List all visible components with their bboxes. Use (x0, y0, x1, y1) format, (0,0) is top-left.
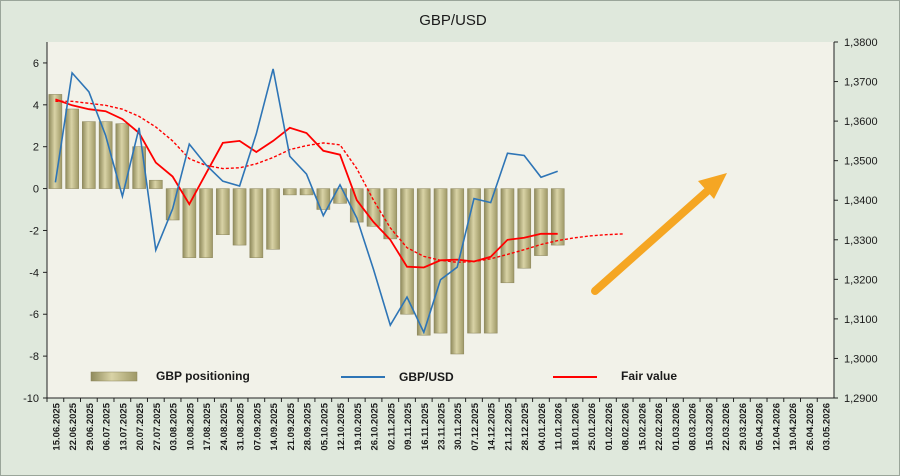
x-axis-date-label: 25.01.2026 (587, 403, 598, 451)
positioning-bar (483, 188, 498, 334)
x-axis-date-label: 19.10.2025 (353, 402, 364, 450)
positioning-bar (416, 188, 431, 336)
x-axis-date-label: 21.09.2025 (286, 402, 297, 450)
positioning-bar (48, 94, 63, 189)
x-axis-date-label: 15.06.2025 (51, 402, 62, 450)
x-axis-date-label: 28.09.2025 (303, 402, 314, 450)
legend-label-fair-value: Fair value (621, 369, 677, 383)
x-axis-date-label: 16.11.2025 (420, 402, 431, 450)
x-axis-date-label: 20.07.2025 (135, 402, 146, 450)
right-axis-tick-label: 1,3600 (844, 116, 878, 128)
x-axis-date-label: 03.05.2026 (822, 403, 833, 451)
positioning-bar (266, 188, 280, 250)
x-axis-date-label: 03.08.2025 (169, 402, 180, 450)
x-axis-date-label: 08.02.2026 (621, 403, 632, 451)
right-axis-tick-label: 1,3700 (844, 77, 878, 89)
x-axis-date-label: 14.09.2025 (269, 402, 280, 450)
x-axis-date-label: 17.08.2025 (202, 402, 213, 450)
x-axis-date-label: 29.06.2025 (85, 402, 96, 450)
x-axis-date-label: 22.02.2026 (654, 403, 665, 451)
right-axis-tick-label: 1,3200 (844, 274, 878, 286)
positioning-bar (383, 188, 398, 240)
x-axis-date-label: 30.11.2025 (453, 402, 464, 450)
x-axis-date-label: 05.04.2026 (755, 403, 766, 451)
x-axis-date-label: 23.11.2025 (437, 402, 448, 450)
left-axis-tick-label: 2 (33, 142, 39, 154)
chart-title: GBP/USD (419, 12, 487, 29)
left-axis-tick-label: -4 (29, 267, 39, 279)
x-axis-date-label: 07.09.2025 (252, 402, 263, 450)
x-axis-date-label: 18.01.2026 (571, 403, 582, 451)
left-axis-tick-label: 4 (33, 100, 39, 112)
right-axis-tick-label: 1,3800 (844, 37, 878, 49)
x-axis-date-label: 24.08.2025 (219, 402, 230, 450)
x-axis-date-label: 22.03.2026 (721, 403, 732, 451)
right-axis-tick-label: 1,3500 (844, 156, 878, 168)
left-axis-tick-label: -2 (29, 225, 39, 237)
x-axis-date-label: 12.04.2026 (771, 403, 782, 451)
x-axis-date-label: 10.08.2025 (185, 402, 196, 450)
x-axis-date-label: 06.07.2025 (102, 402, 113, 450)
right-axis-tick-label: 1,3100 (844, 314, 878, 326)
x-axis-date-label: 08.03.2026 (688, 403, 699, 451)
x-axis-date-label: 04.01.2026 (537, 403, 548, 451)
positioning-bar (299, 188, 314, 196)
left-axis-tick-label: 6 (33, 58, 39, 70)
x-axis-date-label: 22.06.2025 (68, 402, 79, 450)
left-axis-tick-label: -8 (29, 351, 39, 363)
positioning-bar (283, 188, 297, 196)
x-axis-date-label: 15.03.2026 (704, 403, 715, 451)
positioning-bar (149, 179, 163, 189)
right-axis-tick-label: 1,3000 (844, 353, 878, 365)
right-axis-tick-label: 1,3400 (844, 195, 878, 207)
left-axis-tick-label: 0 (33, 184, 39, 196)
positioning-bar (216, 188, 230, 235)
trend-arrow-head (698, 173, 727, 199)
x-axis-date-label: 01.03.2026 (671, 403, 682, 451)
positioning-bar (232, 188, 247, 246)
positioning-bar (400, 188, 414, 315)
x-axis-date-label: 29.03.2026 (738, 403, 749, 451)
x-axis-date-label: 05.10.2025 (319, 402, 330, 450)
positioning-bar (249, 188, 264, 258)
x-axis-date-label: 09.11.2025 (403, 402, 414, 450)
x-axis-date-label: 19.04.2026 (788, 403, 799, 451)
positioning-bar (500, 188, 515, 284)
positioning-bar (333, 188, 347, 204)
x-axis-date-label: 26.04.2026 (805, 403, 816, 451)
legend-swatch-positioning (90, 371, 138, 382)
x-axis-date-label: 27.07.2025 (152, 402, 163, 450)
positioning-bar (98, 121, 113, 189)
positioning-bar (517, 188, 532, 269)
left-axis-tick-label: -6 (29, 309, 39, 321)
positioning-bar (550, 188, 565, 246)
right-axis-tick-label: 1,3300 (844, 235, 878, 247)
legend-label-positioning: GBP positioning (156, 369, 250, 383)
positioning-bar (82, 121, 96, 189)
x-axis-date-label: 21.12.2025 (504, 402, 515, 450)
gbpusd-line (54, 68, 558, 335)
positioning-bar (182, 188, 197, 258)
x-axis-date-label: 31.08.2025 (236, 402, 247, 450)
x-axis-date-label: 26.10.2025 (370, 402, 381, 450)
x-axis-date-label: 11.01.2026 (554, 403, 565, 450)
x-axis-date-label: 14.12.2025 (487, 402, 498, 450)
positioning-bar (534, 188, 548, 256)
x-axis-date-label: 12.10.2025 (336, 402, 347, 450)
x-axis-date-label: 28.12.2025 (520, 402, 531, 450)
positioning-bar (115, 123, 130, 189)
x-axis-date-label: 02.11.2025 (386, 402, 397, 450)
positioning-bar (199, 188, 213, 258)
right-axis-tick-label: 1,2900 (844, 393, 878, 405)
x-axis-date-label: 15.02.2026 (637, 403, 648, 451)
left-axis-tick-label: -10 (23, 393, 39, 405)
positioning-bar (65, 108, 79, 189)
trend-arrow-shaft (591, 182, 717, 295)
x-axis-date-label: 01.02.2026 (604, 403, 615, 451)
legend-label-gbpusd: GBP/USD (399, 370, 454, 384)
x-axis-date-label: 07.12.2025 (470, 402, 481, 450)
x-axis-date-label: 13.07.2025 (118, 402, 129, 450)
